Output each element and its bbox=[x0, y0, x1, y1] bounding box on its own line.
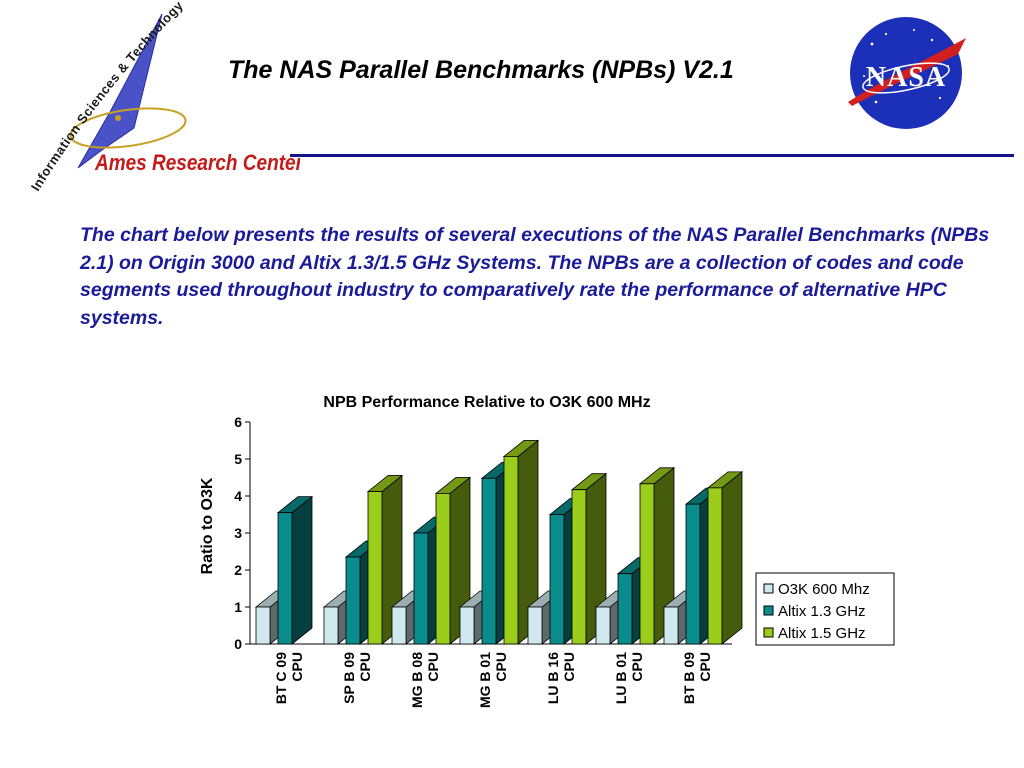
x-tick-label: CPU bbox=[629, 652, 645, 682]
legend-swatch bbox=[763, 605, 774, 616]
legend-box bbox=[755, 572, 895, 646]
legend-label: O3K 600 Mhz bbox=[778, 581, 870, 598]
bar-3-7 bbox=[706, 471, 744, 645]
x-tick-label: CPU bbox=[425, 652, 441, 682]
bar-2-1-side bbox=[291, 495, 313, 645]
bar-3-7-side bbox=[721, 471, 743, 645]
nasa-wordmark: NASA bbox=[866, 62, 946, 93]
y-tick-label: 2 bbox=[234, 562, 242, 578]
bar-3-5 bbox=[570, 472, 608, 645]
x-tick-label: CPU bbox=[493, 652, 509, 682]
bar-1-3-front bbox=[391, 606, 407, 645]
page-title: The NAS Parallel Benchmarks (NPBs) V2.1 bbox=[228, 56, 734, 84]
y-tick-label: 0 bbox=[234, 636, 242, 652]
bar-3-6 bbox=[638, 466, 676, 645]
bar-3-5-front bbox=[571, 489, 587, 645]
bar-1-1-front bbox=[255, 606, 271, 645]
legend-swatch bbox=[763, 627, 774, 638]
bar-2-5-front bbox=[549, 514, 565, 645]
star-icon bbox=[115, 115, 121, 121]
x-tick-label: CPU bbox=[357, 652, 373, 682]
bar-3-3-front bbox=[435, 493, 451, 645]
chart-title: NPB Performance Relative to O3K 600 MHz bbox=[323, 394, 650, 411]
bar-3-6-front bbox=[639, 483, 655, 645]
title-divider bbox=[290, 154, 1014, 157]
bar-2-2-front bbox=[345, 556, 361, 645]
legend: O3K 600 Mhz Altix 1.3 GHz Altix 1.5 GHz bbox=[755, 572, 895, 646]
bar-1-6-front bbox=[595, 606, 611, 645]
x-tick-label: CPU bbox=[697, 652, 713, 682]
x-tick-label: BT C 09 bbox=[273, 652, 289, 704]
bar-1-7-front bbox=[663, 606, 679, 645]
chevron-swoosh bbox=[848, 38, 966, 106]
bar-2-4-front bbox=[481, 477, 497, 645]
bar-2-1 bbox=[276, 495, 314, 645]
bar-2-3-front bbox=[413, 532, 429, 645]
bar-2-1-front bbox=[277, 512, 293, 645]
intro-paragraph: The chart below presents the results of … bbox=[80, 224, 990, 329]
y-tick-label: 6 bbox=[234, 414, 242, 430]
y-tick-label: 4 bbox=[234, 488, 242, 504]
legend-swatch bbox=[763, 583, 774, 594]
legend-label: Altix 1.3 GHz bbox=[778, 603, 866, 620]
bar-3-2 bbox=[366, 474, 404, 645]
x-tick-label: MG B 01 bbox=[477, 652, 493, 708]
bar-1-5-front bbox=[527, 606, 543, 645]
orbit-ring bbox=[69, 107, 187, 149]
legend-label: Altix 1.5 GHz bbox=[778, 625, 866, 642]
bar-3-2-front bbox=[367, 491, 383, 645]
bar-chart: NPB Performance Relative to O3K 600 MHz … bbox=[199, 394, 895, 708]
bar-3-3 bbox=[434, 476, 472, 645]
ames-ist-logo: Information Sciences & Technology Ames R… bbox=[28, 0, 300, 194]
y-axis-label: Ratio to O3K bbox=[199, 477, 216, 574]
x-tick-label: SP B 09 bbox=[341, 652, 357, 704]
nasa-logo: NASA bbox=[848, 17, 966, 129]
bar-1-4-front bbox=[459, 606, 475, 645]
bar-3-7-front bbox=[707, 487, 723, 645]
x-tick-label: CPU bbox=[561, 652, 577, 682]
y-tick-label: 3 bbox=[234, 525, 242, 541]
x-tick-label: MG B 08 bbox=[409, 652, 425, 708]
bar-2-6-front bbox=[617, 573, 633, 645]
bar-1-2-front bbox=[323, 606, 339, 645]
stars-icon bbox=[863, 29, 949, 104]
bar-3-4 bbox=[502, 439, 540, 645]
y-tick-label: 1 bbox=[234, 599, 242, 615]
x-tick-label: LU B 16 bbox=[545, 652, 561, 704]
orbit-icon bbox=[862, 62, 950, 94]
y-tick-label: 5 bbox=[234, 451, 242, 467]
x-tick-label: BT B 09 bbox=[681, 652, 697, 704]
bar-3-4-front bbox=[503, 456, 519, 645]
x-tick-label: CPU bbox=[289, 652, 305, 682]
bar-2-7-front bbox=[685, 503, 701, 645]
x-tick-label: LU B 01 bbox=[613, 652, 629, 704]
logo-center-text: Ames Research Center bbox=[94, 151, 300, 176]
